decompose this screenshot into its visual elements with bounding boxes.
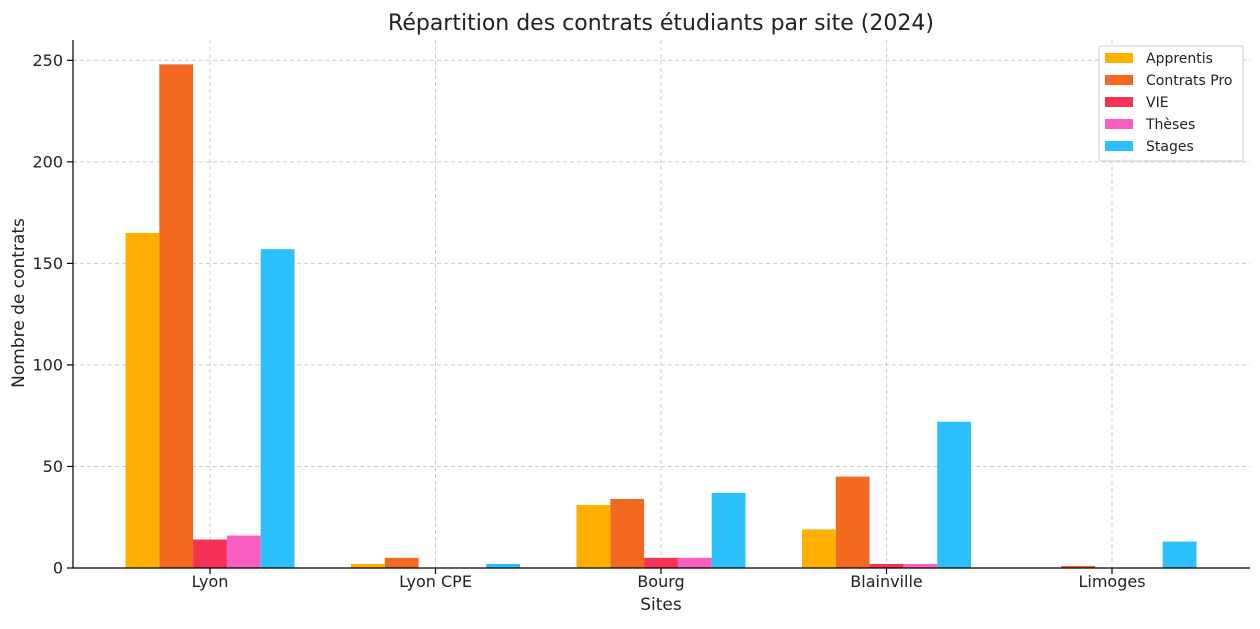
x-tick-label: Bourg <box>637 572 684 591</box>
bar-thèses <box>677 557 712 568</box>
bar-contrats-pro <box>835 476 870 568</box>
bar-contrats-pro <box>159 64 194 568</box>
x-tick-label: Limoges <box>1078 572 1145 591</box>
legend-swatch <box>1105 75 1133 85</box>
bar-thèses <box>903 563 938 568</box>
bar-stages <box>486 563 520 568</box>
bars <box>125 64 1197 568</box>
x-tick-labels: Lyon Lyon CPE Bourg Blainville Limoges <box>192 572 1146 591</box>
bar-vie <box>869 563 904 568</box>
y-tick-label: 100 <box>32 355 63 374</box>
bar-apprentis <box>576 505 611 568</box>
bar-apprentis <box>125 232 160 568</box>
legend-label: Contrats Pro <box>1146 73 1232 89</box>
y-tick-label: 50 <box>43 457 63 476</box>
bar-stages <box>260 249 295 568</box>
y-tick-label: 200 <box>32 152 63 171</box>
bar-contrats-pro <box>610 498 645 568</box>
y-tick-labels: 0 50 100 150 200 250 <box>32 51 63 578</box>
x-tick-label: Lyon CPE <box>399 572 472 591</box>
axes <box>67 40 1250 574</box>
legend-label: VIE <box>1146 95 1169 111</box>
y-tick-label: 250 <box>32 51 63 70</box>
legend-swatch <box>1105 97 1133 107</box>
bar-vie <box>193 539 227 568</box>
chart-title: Répartition des contrats étudiants par s… <box>388 11 934 36</box>
x-axis-label: Sites <box>640 595 682 615</box>
bar-apprentis <box>351 563 385 568</box>
bar-stages <box>1162 541 1197 568</box>
bar-stages <box>711 492 746 568</box>
bar-apprentis <box>802 529 836 568</box>
bar-contrats-pro <box>1061 565 1096 568</box>
legend-box <box>1098 45 1244 162</box>
y-tick-label: 150 <box>32 254 63 273</box>
legend-swatch <box>1105 141 1133 151</box>
bar-thèses <box>226 535 261 568</box>
legend-label: Stages <box>1146 139 1194 155</box>
legend-swatch <box>1105 119 1133 129</box>
x-tick-label: Lyon <box>192 572 229 591</box>
bar-vie <box>644 557 678 568</box>
legend-swatch <box>1105 53 1133 63</box>
y-tick-label: 0 <box>53 559 63 578</box>
legend-label: Apprentis <box>1146 51 1213 67</box>
grid-lines <box>73 40 1250 568</box>
bar-contrats-pro <box>384 557 419 568</box>
x-tick-label: Blainville <box>850 572 922 591</box>
bar-stages <box>937 421 971 568</box>
legend-label: Thèses <box>1145 117 1195 133</box>
legend: Apprentis Contrats Pro VIE Thèses Stages <box>1098 45 1244 162</box>
y-axis-label: Nombre de contrats <box>9 218 29 388</box>
